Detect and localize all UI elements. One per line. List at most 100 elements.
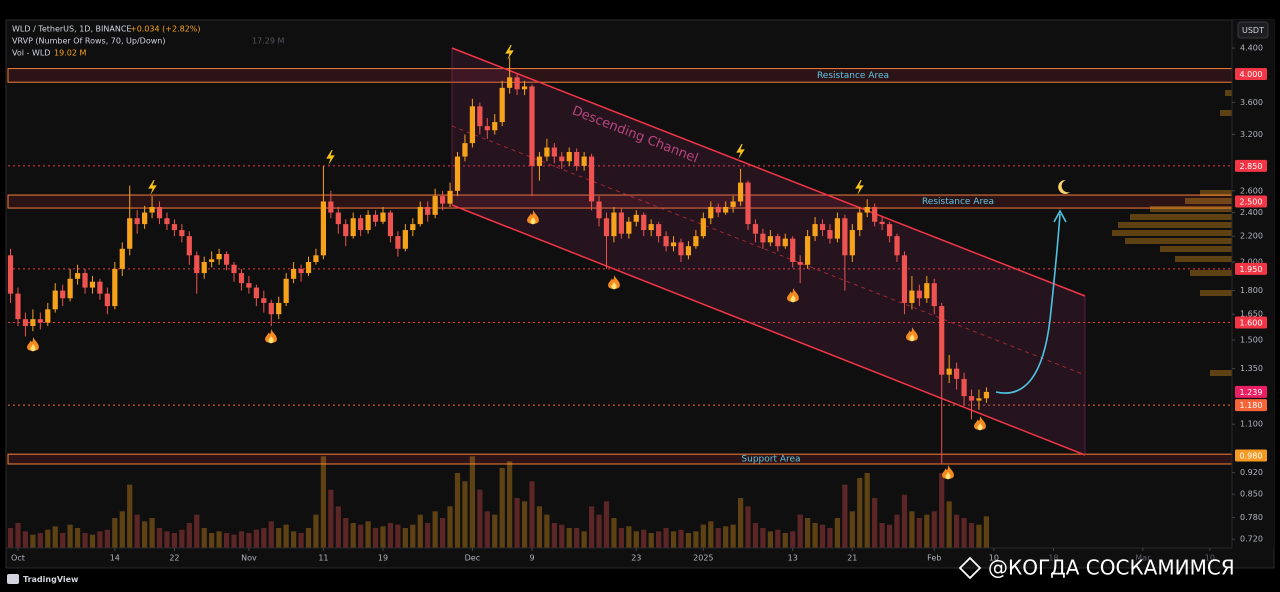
level-tag xyxy=(1235,399,1267,412)
vol-value: 19.02 M xyxy=(54,49,86,58)
candle-body xyxy=(30,319,36,326)
candle-body xyxy=(253,287,259,299)
candle-body xyxy=(276,302,282,315)
candle-body xyxy=(402,230,408,249)
level-tag-label: 2.500 xyxy=(1240,197,1263,206)
x-tick-label: Mar xyxy=(1135,554,1151,563)
volume-bar xyxy=(894,514,900,548)
level-tag xyxy=(1235,195,1267,208)
candle-body xyxy=(574,152,580,166)
candle-body xyxy=(343,224,349,237)
candle-body xyxy=(536,156,543,166)
volume-bar xyxy=(507,461,513,548)
volume-bar xyxy=(715,528,721,548)
candle-body xyxy=(566,152,572,162)
candle-body xyxy=(641,214,647,231)
candle-body xyxy=(827,230,833,239)
candle-body xyxy=(119,248,125,269)
volume-bar xyxy=(223,533,230,548)
volume-bar xyxy=(454,473,461,548)
volume-bar xyxy=(104,529,110,548)
level-tag-label: 1.239 xyxy=(1240,388,1263,397)
y-tick-label: 2.000 xyxy=(1240,258,1263,267)
candle-body xyxy=(380,212,386,222)
volume-bar xyxy=(656,531,662,548)
candle-body xyxy=(328,201,334,213)
candle-body xyxy=(246,283,252,288)
y-tick-label: 0.780 xyxy=(1240,513,1263,522)
volume-bar xyxy=(246,533,252,548)
candle-body xyxy=(238,273,245,284)
volume-bar xyxy=(149,518,155,548)
volume-bar xyxy=(45,529,51,548)
zone xyxy=(7,68,1233,83)
volume-bar xyxy=(916,518,922,548)
vol-label: Vol - WLD xyxy=(12,49,50,58)
candle-body xyxy=(544,147,550,157)
candle-body xyxy=(954,368,960,379)
volume-bar xyxy=(819,524,826,548)
x-tick-label: 10 xyxy=(989,554,999,563)
y-tick-label: 0.850 xyxy=(1240,490,1263,499)
candle-body xyxy=(45,309,51,323)
volume-bar xyxy=(760,528,766,548)
candle-body xyxy=(134,218,140,225)
candle-body xyxy=(320,201,327,256)
volume-bar xyxy=(834,518,841,548)
candle-body xyxy=(223,253,230,265)
candle-body xyxy=(797,262,803,265)
candle-body xyxy=(142,212,148,225)
candle-body xyxy=(849,230,855,256)
candle-body xyxy=(678,242,684,256)
candle-body xyxy=(529,86,535,166)
x-tick-label: Dec xyxy=(465,554,480,563)
candle-body xyxy=(745,182,751,225)
volume-bar xyxy=(439,518,446,548)
volume-bar xyxy=(462,481,468,548)
currency: USDT xyxy=(1242,26,1264,35)
level-tag-label: 1.600 xyxy=(1240,319,1263,328)
candle-body xyxy=(149,206,155,213)
candle-body xyxy=(127,218,133,249)
volume-bar xyxy=(596,514,602,548)
volume-bar xyxy=(961,518,967,548)
candle-body xyxy=(104,293,110,307)
y-tick-label: 0.920 xyxy=(1240,468,1263,477)
volume-bar xyxy=(879,523,885,548)
volume-bar xyxy=(469,456,475,548)
level-tag-label: 1.950 xyxy=(1240,265,1263,274)
candle-body xyxy=(857,212,863,231)
volume-bar xyxy=(291,531,297,548)
candle-body xyxy=(22,319,29,326)
volume-bar xyxy=(216,531,222,548)
volume-bar xyxy=(119,511,125,548)
volume-bar xyxy=(343,518,349,548)
x-tick-label: 9 xyxy=(529,554,534,563)
channel-upper xyxy=(451,47,1086,297)
candle-body xyxy=(350,218,356,237)
candle-body xyxy=(52,290,58,310)
volume-bar xyxy=(134,514,140,548)
volume-bar xyxy=(194,514,200,548)
y-tick-label: 1.800 xyxy=(1240,286,1263,295)
candle-body xyxy=(909,290,915,303)
volume-bar xyxy=(335,506,341,548)
volume-bar xyxy=(82,533,88,548)
volume-bar xyxy=(983,516,990,548)
candle-body xyxy=(931,283,937,307)
candle-body xyxy=(939,306,945,375)
volume-bar xyxy=(737,498,744,548)
candle-body xyxy=(37,319,43,323)
candle-body xyxy=(775,236,781,247)
volume-bar xyxy=(253,529,259,548)
volume-bar xyxy=(402,528,408,548)
candle-body xyxy=(365,214,371,231)
volume-bar xyxy=(790,531,796,548)
volume-bar xyxy=(521,501,528,548)
candle-body xyxy=(432,196,438,215)
candle-body xyxy=(268,302,274,315)
watermark: @КОГДА СОСКАМИМСЯ xyxy=(988,556,1235,580)
candle-body xyxy=(231,264,237,274)
volume-bar xyxy=(261,528,267,548)
candle-body xyxy=(551,147,557,157)
